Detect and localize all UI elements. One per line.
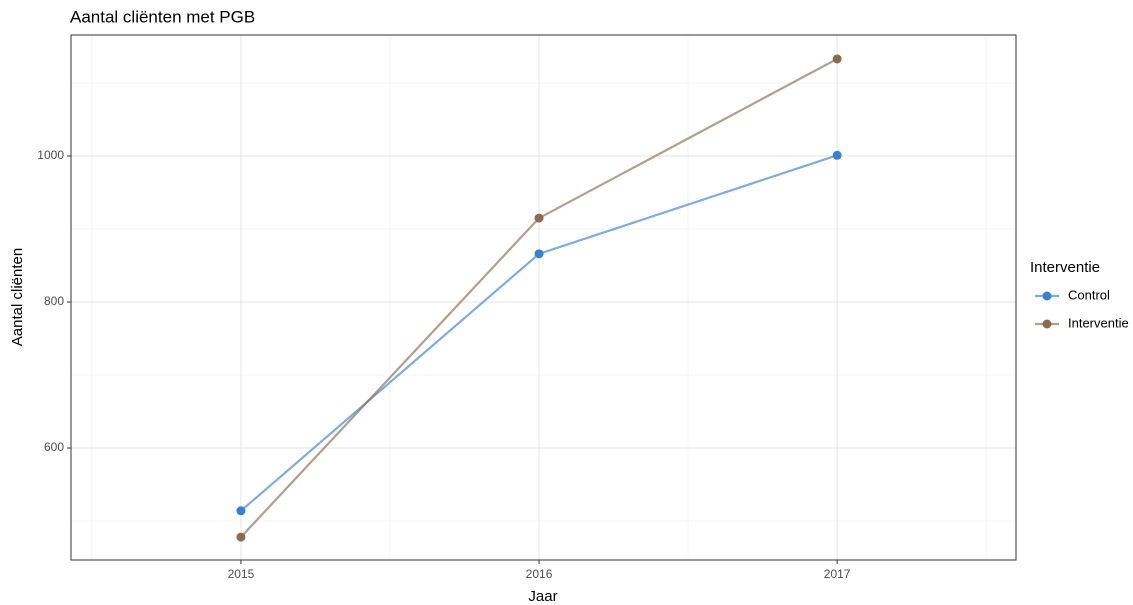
x-tick-label: 2015 <box>228 567 255 581</box>
x-axis-title: Jaar <box>528 588 557 605</box>
y-tick-label: 800 <box>44 294 64 308</box>
data-point <box>534 213 544 223</box>
data-point <box>236 506 246 516</box>
plot-background <box>71 35 1016 560</box>
chart-title: Aantal cliënten met PGB <box>70 7 255 26</box>
legend-key-point <box>1042 291 1052 301</box>
data-point <box>832 150 842 160</box>
y-tick-label: 1000 <box>37 148 64 162</box>
legend-title: Interventie <box>1030 259 1100 276</box>
data-point <box>534 249 544 259</box>
legend-label: Interventie <box>1068 315 1129 330</box>
plot-border <box>70 34 1017 561</box>
x-tick-label: 2017 <box>824 567 851 581</box>
legend-label: Control <box>1068 287 1110 302</box>
data-point <box>236 532 246 542</box>
data-point <box>832 54 842 64</box>
y-tick-label: 600 <box>44 440 64 454</box>
y-axis-title: Aantal cliënten <box>9 248 26 346</box>
legend-key-point <box>1042 319 1052 329</box>
x-tick-label: 2016 <box>526 567 553 581</box>
